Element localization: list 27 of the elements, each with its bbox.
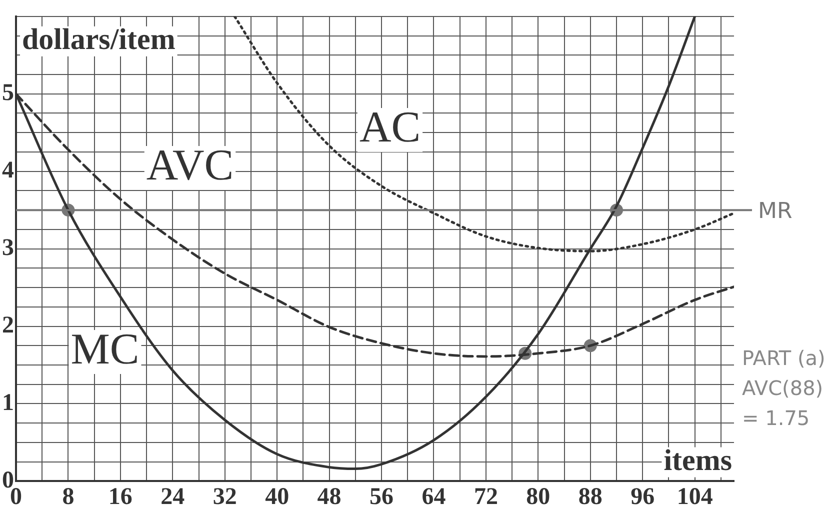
x-tick-label: 72 [474,484,498,510]
text: PART (a) [742,346,826,370]
x-tick-label: 96 [630,484,655,510]
y-tick-label: 1 [2,390,14,416]
y-tick-label: 4 [2,158,14,184]
y-axis-title: dollars/item [22,23,176,56]
text: AVC(88) [742,376,824,400]
series-label: AC [359,102,421,152]
y-tick-label: 5 [2,80,14,106]
y-tick-label: 2 [2,312,14,338]
x-axis-title: items [664,444,732,477]
ref-line-label: MR [758,198,792,224]
x-tick-label: 24 [160,484,185,510]
x-tick-label: 16 [108,484,132,510]
series-label: AVC [146,140,234,190]
x-tick-label: 40 [265,484,290,510]
x-tick-label: 48 [317,484,342,510]
x-tick-label: 8 [62,484,74,510]
x-tick-label: 88 [578,484,602,510]
x-tick-label: 32 [212,484,237,510]
series-label: MC [70,324,140,374]
x-tick-label: 64 [422,484,446,510]
y-tick-label: 3 [2,235,14,262]
text: = 1.75 [742,406,810,430]
x-tick-label: 104 [676,484,713,510]
x-tick-label: 56 [370,484,394,510]
x-tick-label: 80 [526,484,550,510]
